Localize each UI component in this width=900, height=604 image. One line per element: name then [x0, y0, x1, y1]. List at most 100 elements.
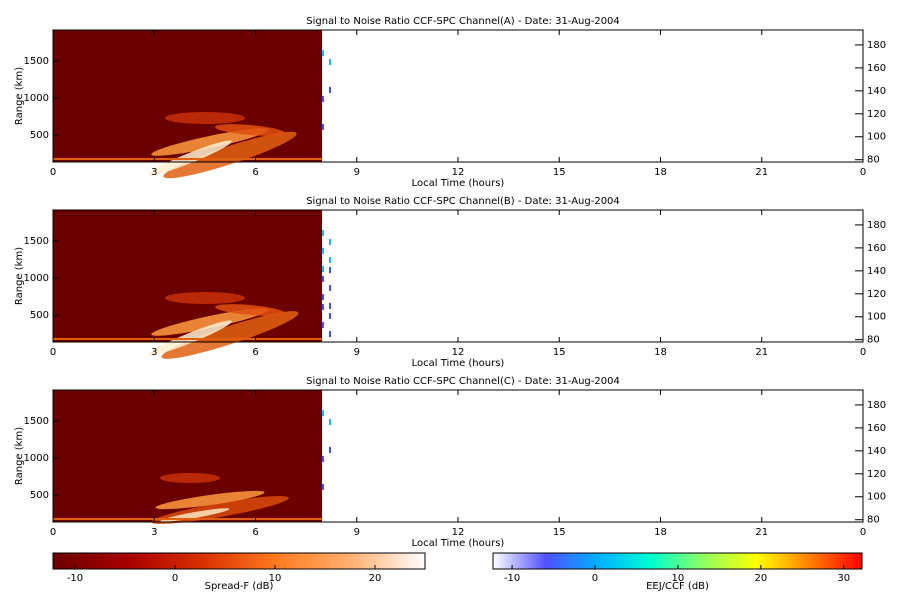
eej-echo	[322, 96, 324, 102]
echo-region	[215, 304, 285, 316]
eej-echo	[329, 285, 331, 291]
y-tick-label: 1000	[24, 93, 49, 104]
y-tick-label: 1000	[24, 453, 49, 464]
y2-tick-label: 160	[867, 423, 886, 434]
colorbar-tick-label: 20	[369, 573, 382, 584]
x-axis-label: Local Time (hours)	[412, 358, 505, 369]
x-tick-label: 3	[151, 347, 157, 358]
y2-tick-label: 100	[867, 132, 886, 143]
x-axis-label: Local Time (hours)	[412, 538, 505, 549]
echo-region	[215, 124, 285, 136]
eej-echo	[329, 447, 331, 453]
colorbar-label: Spread-F (dB)	[205, 581, 274, 592]
echo-base	[53, 338, 322, 340]
y-tick-label: 500	[30, 130, 49, 141]
y2-tick-label: 80	[867, 515, 880, 526]
y-tick-label: 500	[30, 490, 49, 501]
panel-title: Signal to Noise Ratio CCF-SPC Channel(B)…	[306, 196, 620, 207]
x-tick-label: 9	[354, 527, 360, 538]
y2-tick-label: 180	[867, 400, 886, 411]
y2-tick-label: 80	[867, 155, 880, 166]
echo-region	[163, 131, 297, 179]
echo-region	[155, 490, 265, 510]
y2-tick-label: 120	[867, 289, 886, 300]
eej-echo	[329, 303, 331, 309]
x-tick-label: 9	[354, 347, 360, 358]
y2-tick-label: 180	[867, 40, 886, 51]
eej-echo	[322, 50, 324, 56]
eej-echo	[329, 331, 331, 337]
y2-tick-label: 100	[867, 312, 886, 323]
panel-title: Signal to Noise Ratio CCF-SPC Channel(C)…	[306, 376, 620, 387]
colorbar-tick-label: 10	[269, 573, 282, 584]
x-tick-label: 21	[755, 167, 768, 178]
echo-region	[165, 292, 245, 304]
x-tick-label: 21	[755, 527, 768, 538]
y2-tick-label: 120	[867, 109, 886, 120]
x-tick-label: 12	[452, 167, 465, 178]
x-tick-label: 15	[553, 347, 566, 358]
eej-echo	[322, 124, 324, 130]
eej-echo	[322, 456, 324, 462]
x-tick-label: 3	[151, 167, 157, 178]
colorbar-tick-label: -10	[67, 573, 83, 584]
x-tick-label: 6	[252, 527, 258, 538]
eej-echo	[329, 239, 331, 245]
colorbar-tick-label: -10	[504, 573, 520, 584]
panel-title: Signal to Noise Ratio CCF-SPC Channel(A)…	[306, 16, 620, 27]
x-tick-label: 0	[50, 527, 56, 538]
y-tick-label: 1000	[24, 273, 49, 284]
x-tick-label: 0	[860, 167, 866, 178]
y-tick-label: 500	[30, 310, 49, 321]
echo-region	[151, 308, 269, 336]
colorbar-tick-label: 10	[672, 573, 685, 584]
echo-region	[165, 112, 245, 124]
eej-echo	[329, 419, 331, 425]
eej-echo	[322, 410, 324, 416]
colorbar-tick-label: 30	[837, 573, 850, 584]
eej-echo	[329, 59, 331, 65]
x-tick-label: 3	[151, 527, 157, 538]
colorbar-tick-label: 0	[592, 573, 598, 584]
x-tick-label: 0	[50, 347, 56, 358]
x-tick-label: 15	[553, 167, 566, 178]
y-tick-label: 1500	[24, 416, 49, 427]
echo-region	[161, 311, 299, 359]
y-tick-label: 1500	[24, 56, 49, 67]
echo-base	[53, 158, 322, 160]
y-axis-label: Range (km)	[14, 67, 25, 125]
y2-tick-label: 140	[867, 266, 886, 277]
y-axis-label: Range (km)	[14, 427, 25, 485]
eej-echo	[329, 313, 331, 319]
x-tick-label: 18	[654, 527, 667, 538]
x-tick-label: 0	[50, 167, 56, 178]
colorbar-tick-label: 20	[754, 573, 767, 584]
x-tick-label: 6	[252, 347, 258, 358]
eej-echo	[322, 266, 324, 272]
y2-tick-label: 100	[867, 492, 886, 503]
echo-region	[151, 128, 269, 156]
echo-base	[53, 518, 322, 520]
y2-tick-label: 160	[867, 63, 886, 74]
y-axis-label: Range (km)	[14, 247, 25, 305]
y2-tick-label: 160	[867, 243, 886, 254]
eej-echo	[322, 294, 324, 300]
echo-region	[160, 473, 220, 483]
x-tick-label: 0	[860, 347, 866, 358]
eej-echo	[322, 484, 324, 490]
x-tick-label: 21	[755, 347, 768, 358]
colorbar	[52, 552, 426, 570]
y2-tick-label: 80	[867, 335, 880, 346]
eej-echo	[322, 322, 324, 328]
eej-echo	[322, 276, 324, 282]
y-tick-label: 1500	[24, 236, 49, 247]
colorbar-tick-label: 0	[172, 573, 178, 584]
y2-tick-label: 140	[867, 446, 886, 457]
eej-echo	[329, 257, 331, 263]
x-tick-label: 6	[252, 167, 258, 178]
colorbar-label: EEJ/CCF (dB)	[646, 581, 709, 592]
x-axis-label: Local Time (hours)	[412, 178, 505, 189]
eej-echo	[322, 230, 324, 236]
y2-tick-label: 140	[867, 86, 886, 97]
x-tick-label: 12	[452, 527, 465, 538]
